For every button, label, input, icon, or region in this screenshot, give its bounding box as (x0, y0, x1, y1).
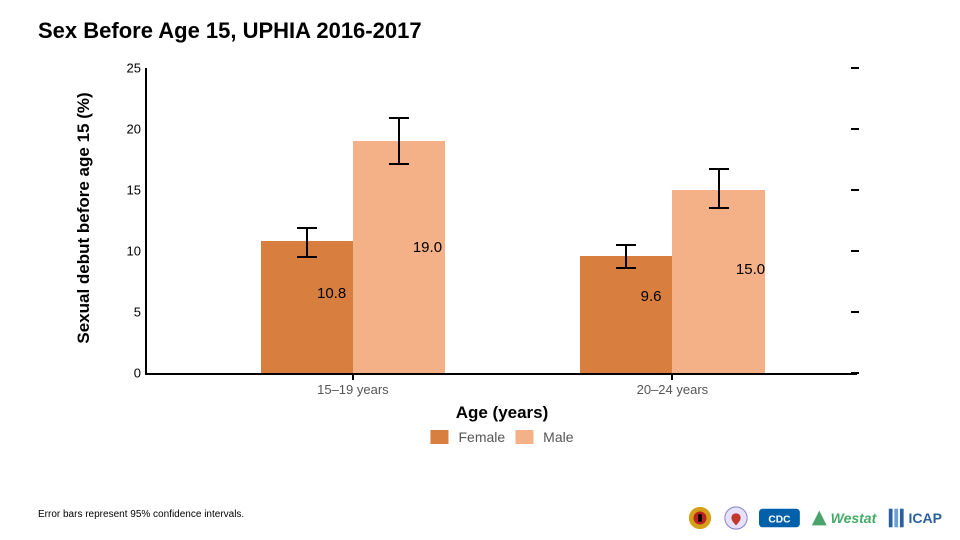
error-bar (398, 117, 400, 163)
error-cap (297, 256, 317, 258)
y-axis-label: Sexual debut before age 15 (%) (74, 92, 94, 343)
y-tick-mark (851, 67, 859, 69)
logo-pepfar (723, 504, 749, 532)
bar-value-label: 10.8 (317, 285, 346, 302)
y-tick-label: 10 (127, 244, 147, 259)
legend-swatch-female (430, 430, 448, 444)
error-cap (709, 168, 729, 170)
error-cap (297, 227, 317, 229)
error-cap (389, 117, 409, 119)
logo-icap: ICAP (886, 504, 942, 532)
error-bar (625, 244, 627, 267)
bar (353, 141, 445, 373)
x-tick-label: 15–19 years (317, 382, 389, 397)
bar-value-label: 19.0 (413, 239, 442, 256)
x-tick-mark (671, 373, 673, 380)
chart: Sexual debut before age 15 (%) Age (year… (90, 58, 880, 428)
y-tick-label: 5 (134, 305, 147, 320)
y-tick-label: 20 (127, 122, 147, 137)
logo-westat: Westat (810, 504, 876, 532)
y-tick-label: 15 (127, 183, 147, 198)
logo-cdc: CDC (759, 504, 800, 532)
error-cap (616, 244, 636, 246)
svg-text:CDC: CDC (769, 515, 792, 526)
y-tick-label: 0 (134, 366, 147, 381)
footer-logos: CDC Westat ICAP (687, 504, 942, 532)
x-axis-label: Age (years) (456, 403, 549, 423)
y-tick-mark (851, 311, 859, 313)
error-cap (389, 163, 409, 165)
y-tick-mark (851, 128, 859, 130)
legend-swatch-male (515, 430, 533, 444)
bar-value-label: 15.0 (736, 261, 765, 278)
x-tick-mark (352, 373, 354, 380)
x-tick-label: 20–24 years (637, 382, 709, 397)
error-bar (306, 227, 308, 256)
bar (672, 190, 764, 373)
legend: Female Male (430, 429, 573, 445)
y-tick-mark (851, 189, 859, 191)
bar-value-label: 9.6 (641, 288, 662, 305)
y-tick-label: 25 (127, 61, 147, 76)
footnote: Error bars represent 95% confidence inte… (38, 509, 244, 520)
slide-title: Sex Before Age 15, UPHIA 2016-2017 (38, 18, 422, 44)
bar (580, 256, 672, 373)
error-cap (616, 267, 636, 269)
legend-label-female: Female (458, 429, 505, 445)
slide: Sex Before Age 15, UPHIA 2016-2017 Sexua… (0, 0, 960, 540)
error-cap (709, 207, 729, 209)
legend-label-male: Male (543, 429, 573, 445)
y-tick-mark (851, 372, 859, 374)
logo-uganda (687, 504, 713, 532)
y-tick-mark (851, 250, 859, 252)
error-bar (718, 168, 720, 207)
plot-area: Age (years) Female Male 051015202515–19 … (145, 68, 857, 375)
bar (261, 241, 353, 373)
